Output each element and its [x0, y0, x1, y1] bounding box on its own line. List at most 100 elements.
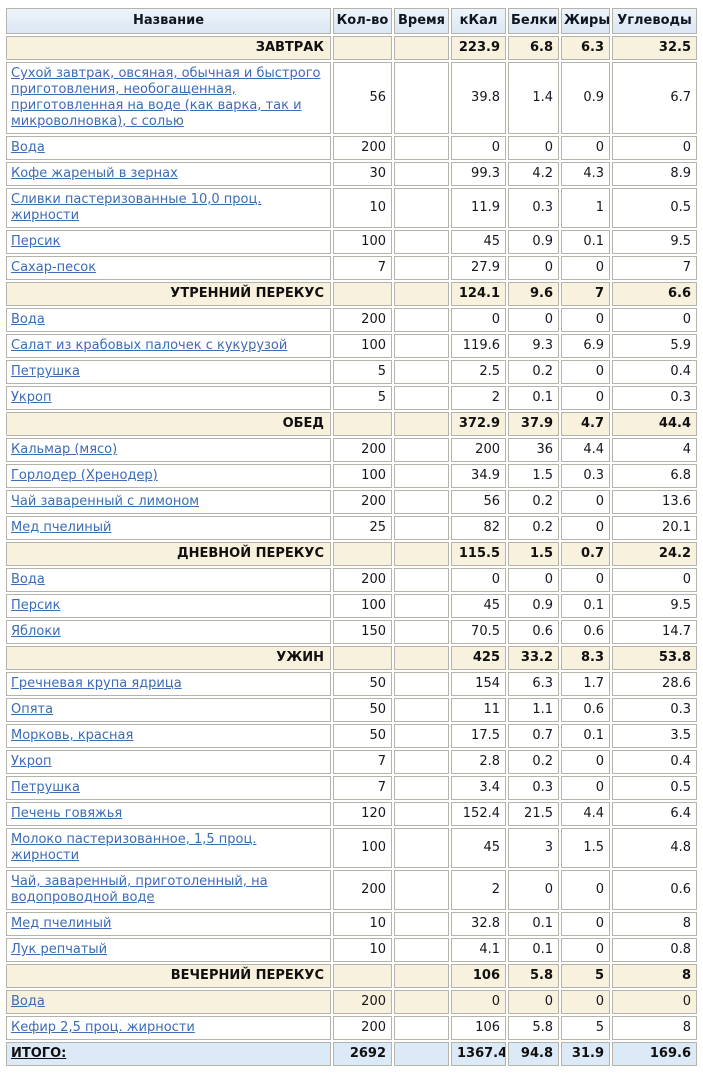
food-link[interactable]: Сахар-песок	[11, 260, 97, 275]
time-cell	[394, 136, 449, 160]
time-cell	[394, 594, 449, 618]
kcal-cell: 2.8	[451, 750, 506, 774]
time-cell	[394, 334, 449, 358]
kcal-cell: 4.1	[451, 938, 506, 962]
food-row: Опята 50 11 1.1 0.6 0.3	[6, 698, 697, 722]
food-name-cell: Морковь, красная	[6, 724, 331, 748]
protein-cell: 0.9	[508, 594, 559, 618]
protein-cell: 0.2	[508, 516, 559, 540]
total-label-cell: ИТОГО:	[6, 1042, 331, 1066]
protein-cell: 0	[508, 136, 559, 160]
carbs-cell: 0.4	[612, 360, 697, 384]
time-cell	[394, 542, 449, 566]
food-link[interactable]: Кефир 2,5 проц. жирности	[11, 1020, 195, 1035]
food-link[interactable]: Гречневая крупа ядрица	[11, 676, 182, 691]
food-link[interactable]: Мед пчелиный	[11, 916, 112, 931]
protein-cell: 6.8	[508, 36, 559, 60]
food-row: Вода 200 0 0 0 0	[6, 308, 697, 332]
food-link[interactable]: Сухой завтрак, овсяная, обычная и быстро…	[11, 66, 321, 129]
fat-cell: 0	[561, 386, 610, 410]
quantity-cell: 50	[333, 698, 392, 722]
food-link[interactable]: Яблоки	[11, 624, 61, 639]
food-link[interactable]: Опята	[11, 702, 54, 717]
fat-cell: 5	[561, 964, 610, 988]
food-name-cell: Вода	[6, 568, 331, 592]
food-link[interactable]: Чай заваренный с лимоном	[11, 494, 200, 509]
time-cell	[394, 912, 449, 936]
kcal-cell: 425	[451, 646, 506, 670]
food-link[interactable]: Кофе жареный в зернах	[11, 166, 178, 181]
food-name-cell: Персик	[6, 230, 331, 254]
food-link[interactable]: Сливки пастеризованные 10,0 проц. жирнос…	[11, 192, 262, 223]
food-link[interactable]: Персик	[11, 598, 61, 613]
food-link[interactable]: Мед пчелиный	[11, 520, 112, 535]
quantity-cell: 200	[333, 490, 392, 514]
protein-cell: 1.1	[508, 698, 559, 722]
protein-cell: 0.1	[508, 912, 559, 936]
quantity-cell: 10	[333, 188, 392, 228]
food-name-cell: Сливки пастеризованные 10,0 проц. жирнос…	[6, 188, 331, 228]
carbs-cell: 8	[612, 912, 697, 936]
food-link[interactable]: Салат из крабовых палочек с кукурузой	[11, 338, 288, 353]
time-cell	[394, 490, 449, 514]
section-title-cell: ДНЕВНОЙ ПЕРЕКУС	[6, 542, 331, 566]
quantity-cell: 7	[333, 256, 392, 280]
food-link[interactable]: Морковь, красная	[11, 728, 134, 743]
section-title-cell: УТРЕННИЙ ПЕРЕКУС	[6, 282, 331, 306]
food-row: Мед пчелиный 10 32.8 0.1 0 8	[6, 912, 697, 936]
time-cell	[394, 620, 449, 644]
fat-cell: 0.6	[561, 620, 610, 644]
food-link[interactable]: Кальмар (мясо)	[11, 442, 118, 457]
food-link[interactable]: Молоко пастеризованное, 1,5 проц. жирнос…	[11, 832, 257, 863]
food-link[interactable]: Укроп	[11, 754, 52, 769]
fat-cell: 31.9	[561, 1042, 610, 1066]
fat-cell: 4.4	[561, 802, 610, 826]
carbs-cell: 0.3	[612, 386, 697, 410]
food-link[interactable]: Укроп	[11, 390, 52, 405]
food-row: Сливки пастеризованные 10,0 проц. жирнос…	[6, 188, 697, 228]
food-link[interactable]: Печень говяжья	[11, 806, 123, 821]
food-link[interactable]: Горлодер (Хренодер)	[11, 468, 158, 483]
carbs-cell: 0.5	[612, 188, 697, 228]
carbs-cell: 9.5	[612, 230, 697, 254]
column-header-time: Время	[394, 8, 449, 34]
carbs-cell: 44.4	[612, 412, 697, 436]
column-header-kcal: кКал	[451, 8, 506, 34]
protein-cell: 0.7	[508, 724, 559, 748]
total-label[interactable]: ИТОГО:	[11, 1046, 67, 1061]
time-cell	[394, 828, 449, 868]
kcal-cell: 17.5	[451, 724, 506, 748]
food-link[interactable]: Вода	[11, 312, 45, 327]
carbs-cell: 6.8	[612, 464, 697, 488]
food-link[interactable]: Персик	[11, 234, 61, 249]
food-name-cell: Салат из крабовых палочек с кукурузой	[6, 334, 331, 358]
quantity-cell: 100	[333, 464, 392, 488]
kcal-cell: 372.9	[451, 412, 506, 436]
protein-cell: 0	[508, 568, 559, 592]
fat-cell: 0	[561, 256, 610, 280]
kcal-cell: 0	[451, 990, 506, 1014]
food-link[interactable]: Лук репчатый	[11, 942, 108, 957]
quantity-cell: 56	[333, 62, 392, 134]
kcal-cell: 0	[451, 308, 506, 332]
quantity-cell	[333, 542, 392, 566]
food-link[interactable]: Чай, заваренный, приготоленный, на водоп…	[11, 874, 268, 905]
carbs-cell: 7	[612, 256, 697, 280]
food-link[interactable]: Вода	[11, 994, 45, 1009]
time-cell	[394, 646, 449, 670]
quantity-cell: 200	[333, 990, 392, 1014]
food-row: Мед пчелиный 25 82 0.2 0 20.1	[6, 516, 697, 540]
carbs-cell: 5.9	[612, 334, 697, 358]
food-link[interactable]: Вода	[11, 572, 45, 587]
section-title-cell: ВЕЧЕРНИЙ ПЕРЕКУС	[6, 964, 331, 988]
column-header-name: Название	[6, 8, 331, 34]
kcal-cell: 99.3	[451, 162, 506, 186]
food-name-cell: Печень говяжья	[6, 802, 331, 826]
food-row: Укроп 7 2.8 0.2 0 0.4	[6, 750, 697, 774]
food-name-cell: Вода	[6, 990, 331, 1014]
kcal-cell: 106	[451, 964, 506, 988]
food-link[interactable]: Петрушка	[11, 780, 81, 795]
quantity-cell: 25	[333, 516, 392, 540]
food-link[interactable]: Петрушка	[11, 364, 81, 379]
food-link[interactable]: Вода	[11, 140, 45, 155]
